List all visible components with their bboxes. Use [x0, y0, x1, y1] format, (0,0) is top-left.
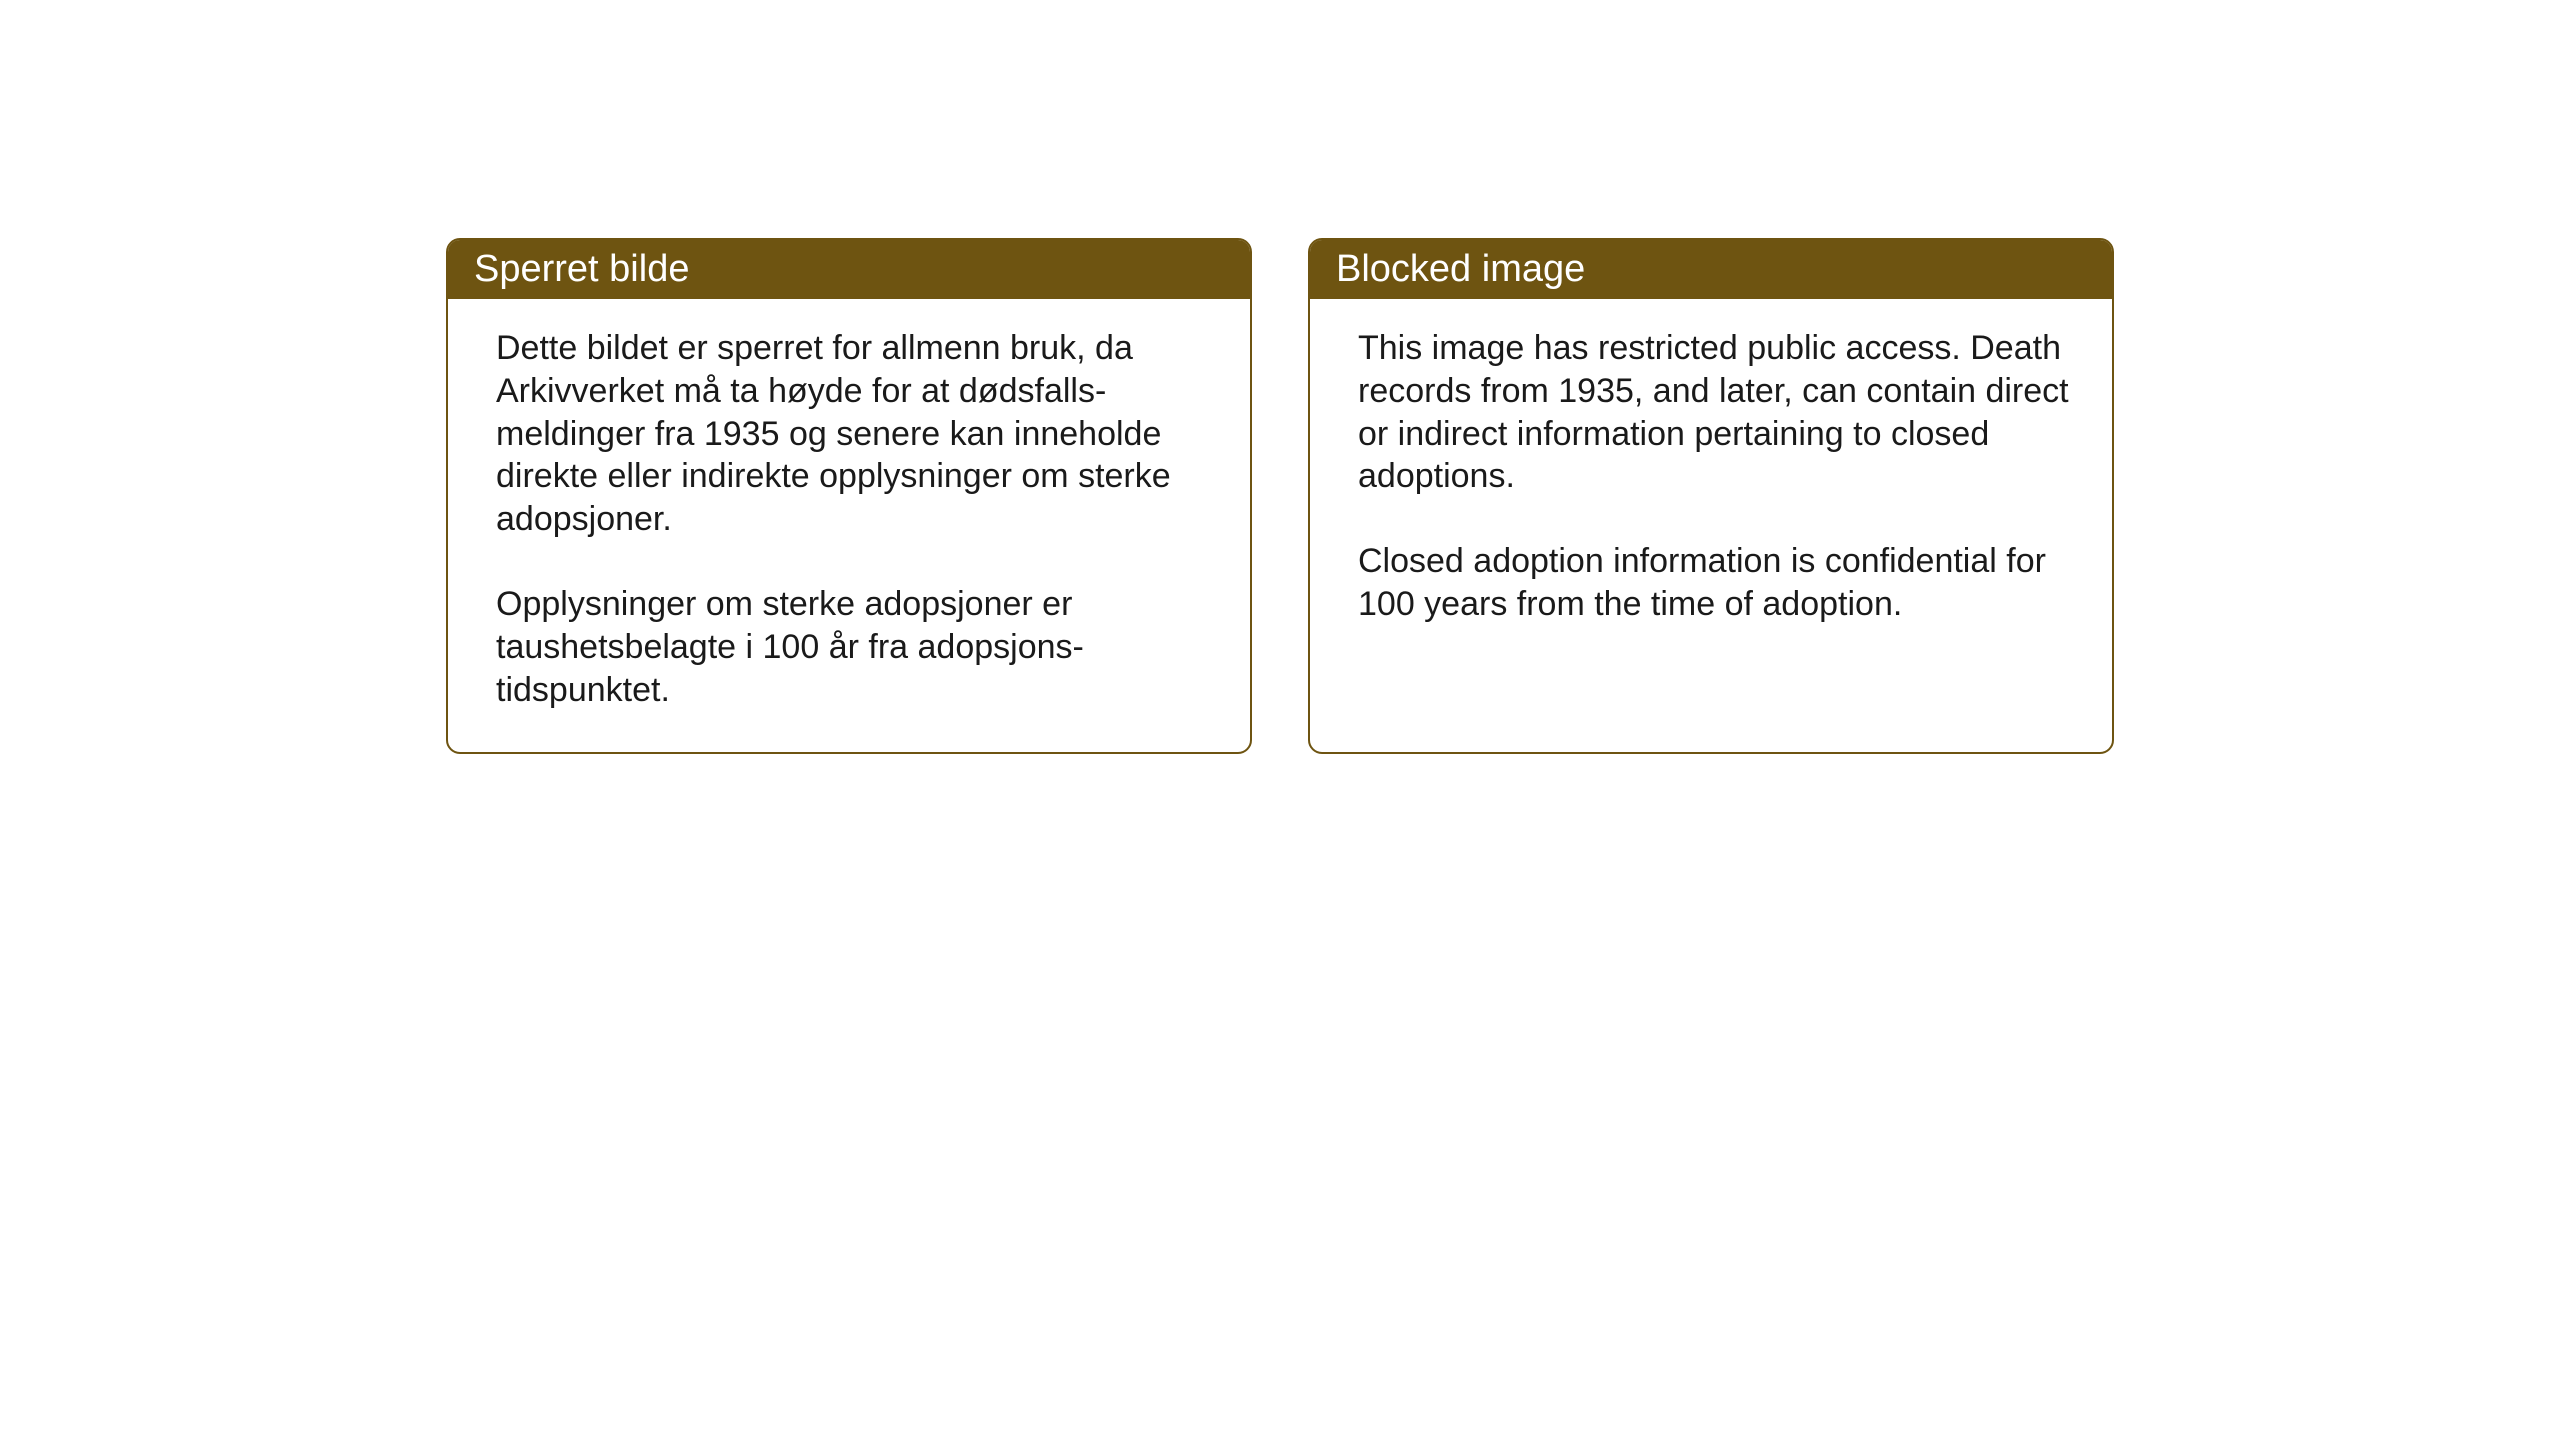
card-paragraph-2-norwegian: Opplysninger om sterke adopsjoner er tau… — [496, 583, 1210, 711]
card-paragraph-1-english: This image has restricted public access.… — [1358, 327, 2072, 498]
card-body-english: This image has restricted public access.… — [1310, 299, 2112, 666]
card-paragraph-2-english: Closed adoption information is confident… — [1358, 540, 2072, 626]
card-title-norwegian: Sperret bilde — [474, 248, 689, 290]
card-norwegian: Sperret bilde Dette bildet er sperret fo… — [446, 238, 1252, 754]
card-header-english: Blocked image — [1310, 240, 2112, 299]
card-english: Blocked image This image has restricted … — [1308, 238, 2114, 754]
card-title-english: Blocked image — [1336, 248, 1585, 290]
card-body-norwegian: Dette bildet er sperret for allmenn bruk… — [448, 299, 1250, 752]
card-header-norwegian: Sperret bilde — [448, 240, 1250, 299]
card-paragraph-1-norwegian: Dette bildet er sperret for allmenn bruk… — [496, 327, 1210, 541]
cards-container: Sperret bilde Dette bildet er sperret fo… — [0, 0, 2560, 754]
